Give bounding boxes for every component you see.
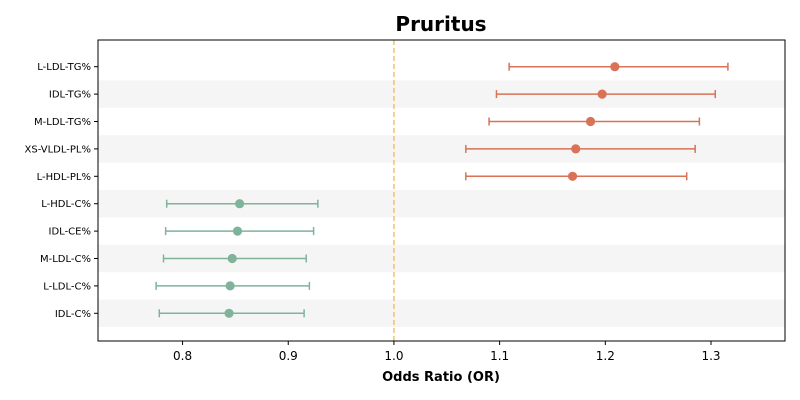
or-point [585, 116, 596, 127]
x-tick-label: 1.1 [490, 349, 509, 363]
y-tick-label: L-HDL-C% [41, 199, 91, 210]
or-point [610, 62, 620, 72]
or-point [571, 144, 581, 154]
plot-marks [155, 62, 729, 318]
or-point [227, 253, 237, 264]
y-tick-label: L-LDL-C% [43, 281, 91, 292]
plot-frame [97, 39, 786, 342]
y-tick-label: IDL-CE% [49, 227, 91, 238]
y-tick-label: IDL-TG% [49, 90, 91, 101]
x-tick-label: 1.3 [701, 349, 720, 363]
x-axis-label: Odds Ratio (OR) [382, 370, 500, 385]
x-tick-label: 1.0 [384, 349, 403, 363]
or-point [225, 281, 235, 291]
x-axis: 0.8 0.9 1.0 1.1 1.2 1.3 [173, 341, 721, 363]
or-point [597, 89, 607, 99]
y-tick-label: L-LDL-TG% [37, 62, 91, 73]
y-tick-label: XS-VLDL-PL% [25, 144, 91, 155]
or-point [224, 308, 234, 318]
y-tick-label: M-LDL-C% [40, 254, 91, 265]
or-point [567, 171, 578, 181]
y-axis: L-LDL-TG% IDL-TG% M-LDL-TG% XS-VLDL-PL% L-HD… [25, 62, 98, 320]
y-tick-label: IDL-C% [55, 309, 91, 320]
x-tick-label: 1.2 [596, 349, 615, 363]
x-tick-label: 0.8 [173, 349, 192, 363]
y-tick-label: L-HDL-PL% [37, 172, 91, 183]
or-point [235, 199, 245, 209]
or-point [232, 226, 243, 236]
x-tick-label: 0.9 [279, 349, 298, 363]
chart-title: Pruritus [395, 12, 486, 36]
y-tick-label: M-LDL-TG% [34, 117, 91, 128]
